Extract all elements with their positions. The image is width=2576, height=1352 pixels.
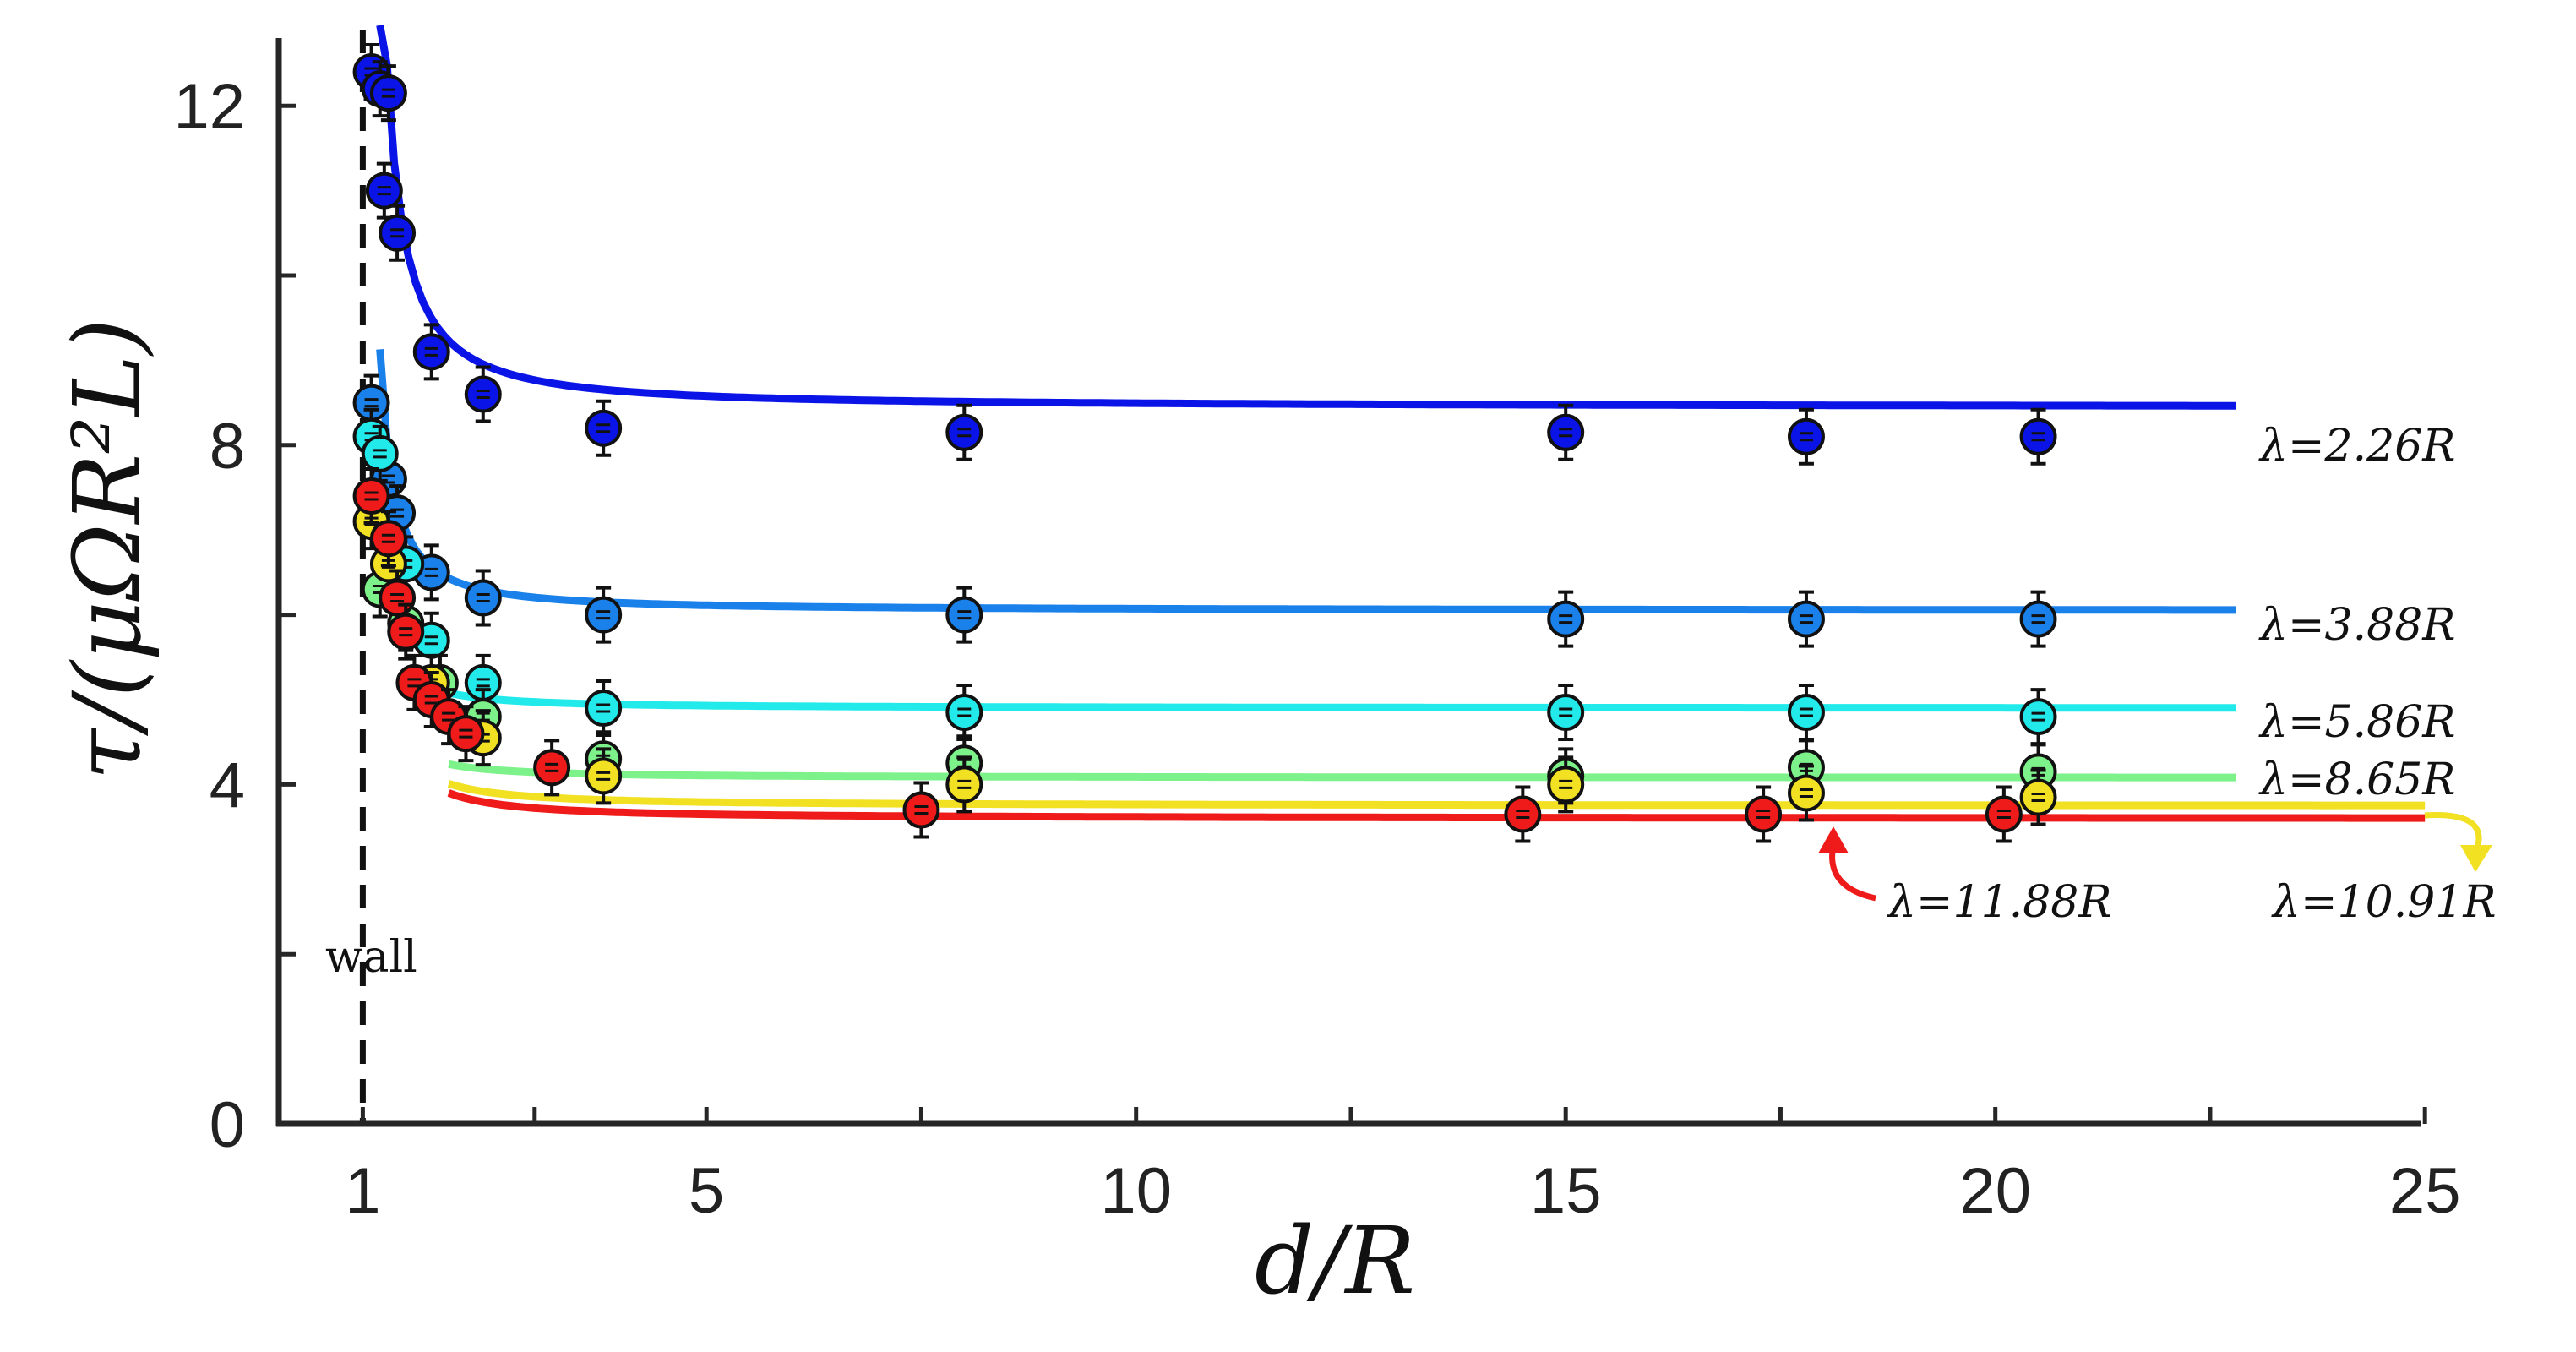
arrowhead-series-6 [1818, 826, 1849, 853]
wall-label: wall [325, 932, 417, 983]
x-tick-label: 1 [345, 1155, 380, 1227]
point-series-1-12 [2019, 407, 2057, 466]
point-series-1-10 [1547, 403, 1585, 461]
point-series-6-4 [387, 602, 425, 661]
curve-series-4 [448, 760, 2236, 782]
series-annotations: λ=2.26R λ=3.88R λ=5.86R λ=8.65R λ=10.91R λ=11… [1818, 421, 2497, 928]
point-series-1-4 [365, 161, 403, 220]
point-series-6-11 [1504, 785, 1542, 843]
x-tick-label: 25 [2389, 1155, 2461, 1227]
point-series-3-9 [1787, 684, 1825, 742]
curve-series-6 [447, 789, 2426, 822]
point-series-1-6 [412, 323, 450, 381]
point-series-3-7 [945, 684, 983, 742]
point-series-2-7 [945, 586, 983, 644]
point-series-3-6 [585, 679, 623, 738]
point-series-2-8 [1547, 590, 1585, 648]
point-series-5-7 [1547, 755, 1585, 814]
x-tick-label: 15 [1530, 1155, 1602, 1227]
wall-marker: wall [325, 30, 417, 1124]
lambda-label-series-3: λ=5.86R [2258, 697, 2455, 748]
point-series-3-8 [1547, 684, 1585, 742]
curve-series-5 [447, 780, 2426, 810]
x-tick-label: 5 [689, 1155, 724, 1227]
curve-series-1 [376, 25, 2236, 410]
point-series-6-1 [352, 467, 390, 526]
point-series-6-9 [533, 739, 571, 797]
lambda-label-series-1: λ=2.26R [2258, 421, 2455, 472]
point-series-2-6 [585, 586, 623, 644]
x-tick-label: 10 [1100, 1155, 1172, 1227]
y-tick-label: 4 [210, 750, 245, 821]
point-series-2-10 [2019, 590, 2057, 648]
point-series-2-5 [464, 569, 502, 627]
curve-series-2 [376, 349, 2236, 614]
point-series-6-8 [447, 705, 485, 763]
arrowhead-series-5 [2460, 845, 2492, 872]
point-series-1-5 [379, 204, 417, 262]
point-series-6-2 [369, 510, 407, 568]
point-series-1-7 [464, 365, 502, 423]
x-axis-title: d/R [1255, 1207, 1415, 1315]
point-series-5-9 [2019, 768, 2057, 826]
fit-curves [376, 25, 2426, 822]
y-tick-label: 8 [210, 411, 245, 482]
lambda-label-series-6: λ=11.88R [1887, 877, 2112, 928]
point-series-3-2 [361, 424, 399, 482]
point-series-5-6 [945, 755, 983, 814]
y-tick-label: 0 [210, 1089, 245, 1161]
point-series-1-3 [369, 64, 407, 123]
point-series-1-11 [1787, 407, 1825, 466]
y-tick-label: 12 [173, 71, 245, 143]
point-series-6-10 [902, 781, 940, 839]
y-axis-title: τ/(μΩR²L) [53, 319, 161, 780]
point-series-1-9 [945, 403, 983, 461]
point-series-5-5 [585, 747, 623, 805]
point-series-6-13 [1985, 785, 2023, 843]
axes [275, 38, 2427, 1127]
point-series-1-8 [585, 399, 623, 457]
point-series-3-10 [2019, 688, 2057, 746]
curve-series-3 [438, 686, 2236, 712]
arrow-series-6 [1829, 844, 1876, 902]
lambda-label-series-2: λ=3.88R [2258, 600, 2455, 651]
point-series-2-9 [1787, 590, 1825, 648]
lambda-label-series-4: λ=8.65R [2258, 755, 2455, 805]
point-series-5-8 [1787, 764, 1825, 822]
data-points [352, 43, 2057, 843]
point-series-6-12 [1745, 785, 1783, 843]
lambda-label-series-5: λ=10.91R [2271, 877, 2497, 928]
x-tick-label: 20 [1959, 1155, 2031, 1227]
